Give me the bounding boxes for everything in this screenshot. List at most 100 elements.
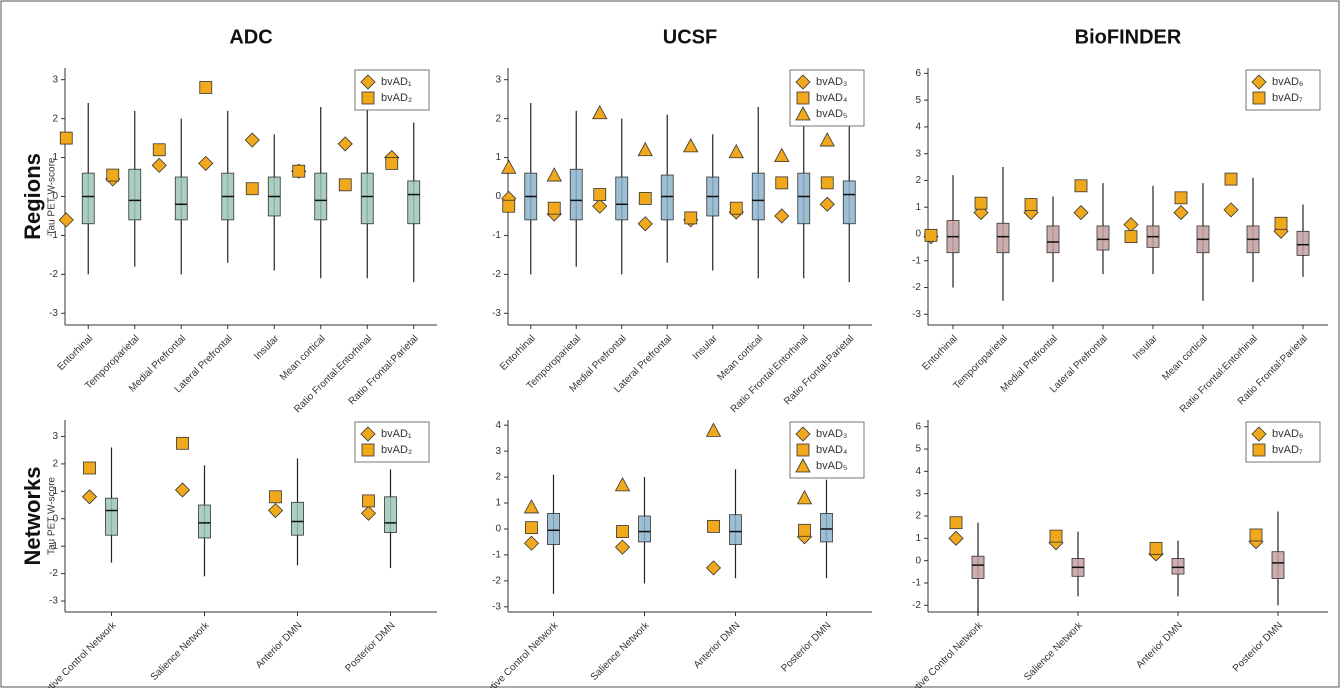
y-tick-label: -2	[49, 269, 58, 280]
y-tick-label: -2	[49, 568, 58, 579]
y-tick-label: 1	[52, 486, 58, 497]
legend-label: bvAD₂	[381, 444, 412, 456]
y-tick-label: 1	[52, 152, 58, 163]
marker-square	[1049, 529, 1063, 543]
marker-square	[385, 157, 399, 170]
box	[751, 172, 765, 221]
marker-diamond	[58, 212, 74, 228]
y-tick-label: -1	[912, 255, 921, 266]
box	[615, 176, 629, 221]
marker-triangle	[705, 422, 722, 437]
box	[820, 513, 833, 543]
y-tick-label: 1	[915, 202, 921, 213]
y-tick-label: -2	[912, 600, 921, 611]
y-tick-label: -1	[49, 541, 58, 552]
y-tick-label: 3	[495, 446, 501, 457]
marker-square	[176, 436, 189, 450]
box	[128, 168, 142, 221]
box	[1171, 558, 1185, 575]
marker-triangle	[614, 477, 631, 492]
marker-diamond	[614, 539, 631, 555]
y-tick-label: 0	[52, 513, 58, 524]
y-tick-label: -3	[912, 309, 921, 320]
marker-triangle	[795, 106, 811, 121]
marker-diamond	[337, 136, 353, 152]
marker-square	[199, 81, 213, 94]
box	[314, 172, 328, 221]
y-tick-label: 2	[915, 511, 921, 522]
marker-square	[292, 164, 306, 178]
marker-diamond	[267, 502, 284, 519]
marker-square	[83, 461, 96, 475]
y-tick-label: 6	[915, 68, 921, 79]
marker-square	[1124, 230, 1138, 244]
y-tick-label: 0	[495, 524, 501, 535]
marker-square	[684, 211, 698, 225]
legend-label: bvAD₆	[1272, 428, 1303, 440]
box	[971, 555, 985, 579]
marker-square	[949, 516, 963, 530]
box	[360, 172, 374, 225]
box	[1271, 551, 1285, 579]
marker-diamond	[795, 74, 811, 90]
marker-square	[152, 143, 166, 157]
marker-diamond	[360, 505, 377, 521]
y-axis-label: Tau PET W-score	[47, 157, 58, 235]
marker-square	[502, 199, 516, 213]
marker-diamond	[174, 482, 191, 498]
marker-diamond	[151, 157, 167, 173]
marker-triangle	[819, 132, 835, 147]
y-tick-label: -2	[912, 282, 921, 293]
marker-triangle	[796, 489, 813, 505]
marker-square	[361, 91, 375, 105]
box	[384, 496, 397, 533]
y-axis-label: Tau PET W-score	[47, 477, 58, 555]
box	[1046, 225, 1060, 254]
marker-square	[1024, 198, 1038, 211]
marker-square	[1149, 541, 1163, 555]
box	[81, 172, 95, 225]
marker-square	[729, 201, 743, 215]
marker-square	[798, 523, 811, 537]
marker-square	[1252, 91, 1266, 105]
box	[569, 168, 583, 221]
legend-label: bvAD₂	[381, 92, 412, 104]
marker-square	[796, 91, 810, 105]
box	[729, 514, 742, 545]
y-tick-label: -1	[912, 578, 921, 589]
marker-diamond	[795, 426, 811, 442]
marker-diamond	[705, 560, 722, 576]
y-tick-label: 5	[915, 95, 921, 106]
box	[291, 501, 304, 536]
y-tick-label: 0	[495, 191, 501, 202]
box	[198, 504, 211, 539]
marker-square	[1249, 528, 1263, 542]
y-tick-label: -2	[492, 576, 501, 587]
y-tick-label: 2	[52, 113, 58, 124]
marker-square	[707, 519, 720, 533]
y-tick-label: -1	[492, 550, 501, 561]
marker-triangle	[795, 458, 811, 473]
y-tick-label: 1	[915, 533, 921, 544]
y-tick-label: -2	[492, 269, 501, 280]
y-tick-label: -1	[492, 230, 501, 241]
legend-label: bvAD₁	[381, 428, 412, 440]
y-tick-label: 0	[52, 191, 58, 202]
box	[842, 180, 856, 225]
marker-square	[269, 490, 282, 504]
y-tick-label: 3	[52, 74, 58, 85]
marker-square	[775, 176, 789, 190]
marker-diamond	[819, 196, 835, 212]
marker-diamond	[198, 155, 214, 171]
marker-square	[362, 494, 375, 508]
marker-diamond	[81, 489, 98, 505]
y-tick-label: 5	[915, 444, 921, 455]
marker-triangle	[592, 104, 608, 120]
marker-square	[974, 196, 988, 210]
legend-label: bvAD₃	[816, 76, 847, 88]
marker-square	[525, 521, 538, 535]
marker-diamond	[1223, 202, 1239, 218]
box	[105, 497, 118, 536]
